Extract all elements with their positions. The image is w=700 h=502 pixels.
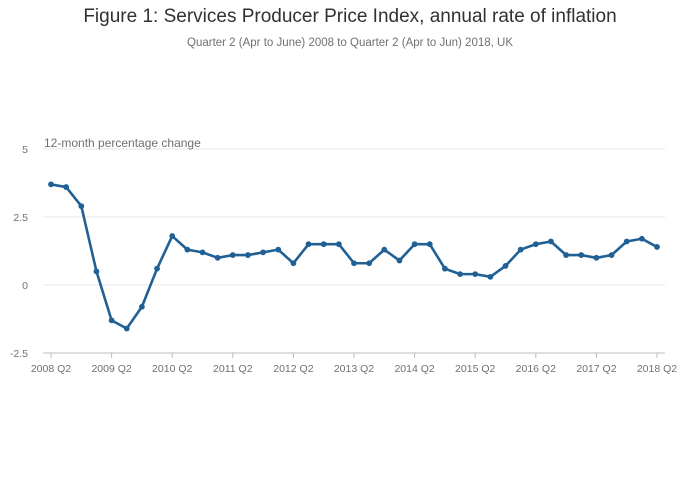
x-tick-label: 2015 Q2 [455, 363, 495, 375]
chart-title: Figure 1: Services Producer Price Index,… [83, 6, 617, 27]
y-axis-label: 12-month percentage change [44, 136, 201, 150]
data-point[interactable] [63, 184, 70, 190]
data-point[interactable] [351, 260, 357, 267]
y-tick-label: 5 [22, 144, 28, 156]
data-point[interactable] [245, 252, 251, 258]
data-point[interactable] [426, 241, 433, 248]
grid-layer [43, 148, 665, 354]
data-point[interactable] [93, 268, 100, 275]
data-point[interactable] [123, 325, 130, 332]
data-point[interactable] [154, 265, 160, 272]
data-point[interactable] [199, 249, 206, 256]
data-point[interactable] [381, 246, 388, 253]
y-tick-label: 0 [22, 280, 28, 292]
data-point[interactable] [290, 260, 297, 267]
data-point[interactable] [517, 246, 524, 253]
x-tick-label: 2011 Q2 [213, 363, 253, 375]
data-point[interactable] [457, 271, 463, 278]
x-tick-label: 2017 Q2 [576, 363, 616, 375]
data-point[interactable] [108, 317, 115, 324]
data-point[interactable] [229, 252, 236, 258]
data-point[interactable] [654, 244, 660, 250]
data-point[interactable] [260, 249, 266, 256]
data-point[interactable] [563, 252, 569, 258]
x-tick-label: 2009 Q2 [91, 363, 131, 375]
data-point[interactable] [548, 238, 554, 245]
data-point[interactable] [169, 233, 176, 239]
chart-subtitle: Quarter 2 (Apr to June) 2008 to Quarter … [187, 37, 513, 49]
data-point[interactable] [48, 181, 54, 188]
data-point[interactable] [305, 241, 312, 248]
data-point[interactable] [623, 238, 630, 245]
data-point[interactable] [638, 235, 645, 242]
data-point[interactable] [411, 241, 418, 248]
data-point[interactable] [442, 265, 448, 272]
data-point[interactable] [472, 271, 479, 278]
series-layer [48, 181, 660, 332]
data-point[interactable] [184, 246, 191, 253]
data-point[interactable] [593, 254, 600, 261]
axis-layer: -2.5 0 2.5 5 2008 Q2 2009 Q2 2010 Q2 2011 Q2 201… [10, 144, 677, 375]
data-point[interactable] [214, 254, 221, 261]
x-tick-label: 2013 Q2 [334, 363, 374, 375]
data-point[interactable] [608, 252, 615, 258]
data-point[interactable] [335, 241, 342, 248]
x-tick-label: 2012 Q2 [273, 363, 313, 375]
y-tick-label: -2.5 [10, 348, 28, 360]
x-tick-label: 2010 Q2 [152, 363, 192, 375]
x-tick-label: 2014 Q2 [394, 363, 434, 375]
data-point[interactable] [502, 263, 509, 269]
y-tick-label: 2.5 [13, 212, 28, 224]
data-point[interactable] [578, 252, 585, 258]
data-point[interactable] [320, 241, 327, 248]
x-tick-label: 2008 Q2 [31, 363, 71, 375]
data-point[interactable] [532, 241, 539, 248]
data-point[interactable] [366, 260, 373, 267]
data-point[interactable] [139, 303, 145, 310]
data-point[interactable] [396, 257, 403, 264]
data-point[interactable] [275, 246, 282, 253]
data-point[interactable] [78, 203, 85, 210]
x-tick-label: 2018 Q2 [637, 363, 677, 375]
data-point[interactable] [487, 273, 494, 280]
x-tick-label: 2016 Q2 [516, 363, 556, 375]
